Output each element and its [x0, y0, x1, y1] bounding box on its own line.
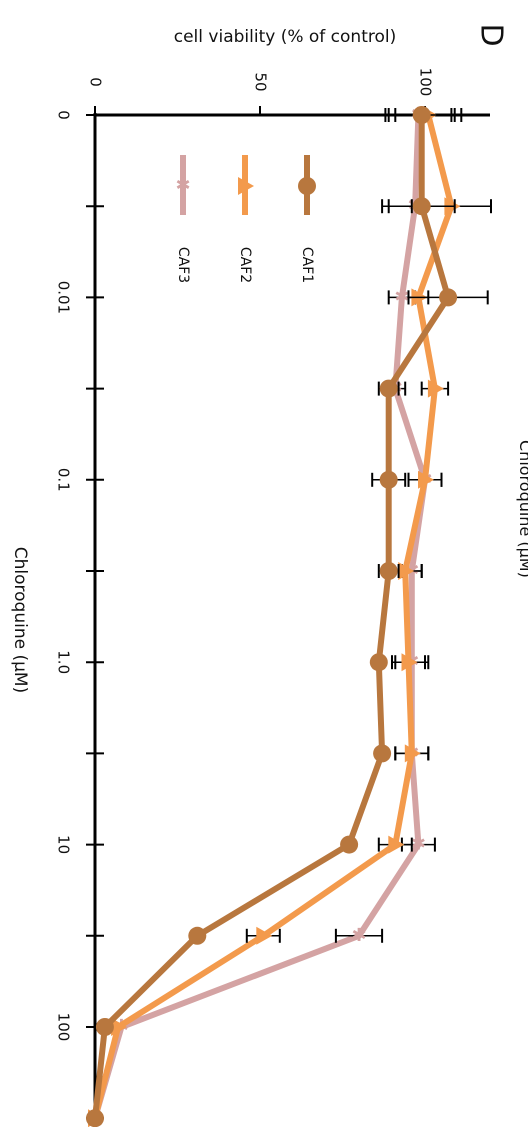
- x-axis-title: Chloroquine (µM): [10, 547, 30, 693]
- data-point: [256, 926, 273, 945]
- x-tick-label: 10: [55, 835, 73, 854]
- series-caf1: [86, 106, 489, 1127]
- series-caf2: [88, 106, 492, 1127]
- legend-label: CAF2: [237, 247, 253, 283]
- data-point: [398, 562, 415, 580]
- y-tick-label: 0: [87, 77, 105, 87]
- x-tick-label: 100: [55, 1013, 73, 1042]
- data-point: [412, 197, 431, 216]
- legend-label: CAF3: [175, 247, 191, 283]
- data-point: [439, 288, 458, 307]
- series-line: [92, 114, 455, 1119]
- data-point: [427, 379, 444, 398]
- legend-item-caf3: ✱ CAF3: [175, 155, 191, 283]
- data-point: [111, 1018, 128, 1036]
- data-point: [388, 835, 405, 854]
- data-point: [418, 470, 434, 489]
- data-point: [373, 744, 392, 763]
- data-point: [298, 177, 316, 195]
- panel-letter: D: [474, 23, 509, 46]
- series-caf3: ✱✱✱✱✱✱✱✱✱✱✱✱: [87, 104, 453, 1127]
- data-point: ✱: [351, 925, 366, 946]
- data-point: ✱: [411, 834, 426, 855]
- data-point: [379, 562, 398, 580]
- data-point: [401, 653, 418, 672]
- legend-label: CAF1: [299, 247, 315, 283]
- data-point: [238, 177, 254, 195]
- legend-item-caf1: CAF1: [298, 155, 316, 283]
- data-point: [412, 106, 431, 124]
- data-point: [379, 379, 398, 398]
- data-point: [95, 1018, 114, 1036]
- data-point: [379, 470, 398, 489]
- x-tick-label: 0.1: [55, 468, 73, 492]
- x-tick-label: 1.0: [55, 650, 73, 674]
- legend-item-caf2: CAF2: [237, 155, 254, 283]
- clipped-axis-title: Chloroquine (µM): [516, 440, 528, 578]
- x-tick-label: 0.01: [55, 281, 73, 314]
- y-axis-title: cell viability (% of control): [174, 27, 397, 47]
- series-line: [92, 115, 452, 1119]
- y-tick-label: 100: [417, 68, 435, 97]
- data-point: [86, 1109, 104, 1127]
- series-line: [92, 114, 428, 1120]
- x-tick-label: 0: [55, 110, 73, 120]
- data-point: ✱: [175, 175, 190, 196]
- y-tick-label: 50: [252, 72, 270, 91]
- data-point: [404, 744, 421, 763]
- data-point: [340, 835, 359, 854]
- data-point: ✱: [394, 286, 409, 307]
- data-point: [188, 926, 207, 945]
- data-point: [369, 653, 388, 672]
